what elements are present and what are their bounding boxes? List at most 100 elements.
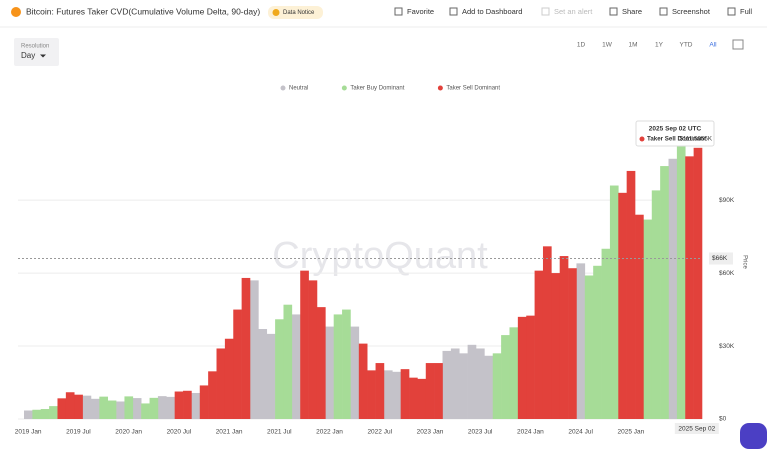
bar xyxy=(568,268,577,419)
bar xyxy=(584,275,594,419)
bar xyxy=(693,147,703,420)
bar xyxy=(526,315,535,419)
badge[interactable]: Data Notice xyxy=(283,10,315,16)
bar xyxy=(425,363,435,419)
bitcoin-icon xyxy=(11,7,21,17)
bar xyxy=(450,348,460,419)
bar xyxy=(300,270,309,419)
bar xyxy=(241,277,251,419)
bar xyxy=(74,394,83,419)
bar xyxy=(643,219,653,419)
bar xyxy=(492,353,502,419)
bar xyxy=(141,403,150,419)
bar xyxy=(258,329,268,419)
bar xyxy=(501,335,510,419)
x-tick-label: 2024 Jul xyxy=(568,429,593,436)
resolution-box[interactable] xyxy=(14,38,59,66)
page-title: Bitcoin: Futures Taker CVD(Cumulative Vo… xyxy=(26,6,260,16)
calendar-icon[interactable] xyxy=(732,39,744,50)
dropdown-arrow xyxy=(40,54,46,58)
toolbar-icon[interactable] xyxy=(541,7,550,16)
x-tick-label: 2019 Jul xyxy=(66,429,91,436)
tooltip-date: 2025 Sep 02 UTC xyxy=(649,126,702,133)
resolution-value[interactable]: Day xyxy=(21,51,35,60)
bar xyxy=(434,363,443,419)
bar xyxy=(367,370,376,419)
toolbar-icon[interactable] xyxy=(609,7,618,16)
badge-bg[interactable] xyxy=(268,6,323,19)
y-axis-title: Price xyxy=(741,255,747,269)
legend-dot[interactable] xyxy=(437,85,443,91)
x-tick-label: 2022 Jul xyxy=(367,429,392,436)
chat-button[interactable] xyxy=(740,423,767,449)
bar xyxy=(576,263,586,419)
legend-label[interactable]: Taker Buy Dominant xyxy=(350,86,404,92)
range-button[interactable]: All xyxy=(709,42,717,49)
x-tick-label: 2022 Jan xyxy=(316,429,343,436)
bar xyxy=(24,410,33,419)
toolbar-icon[interactable] xyxy=(659,7,668,16)
range-button[interactable]: 1M xyxy=(628,42,637,49)
range-button[interactable]: 1D xyxy=(577,42,586,49)
toolbar-button[interactable]: Set an alert xyxy=(554,7,593,16)
bar xyxy=(316,307,326,419)
bar xyxy=(183,390,192,419)
range-button[interactable]: YTD xyxy=(680,42,693,49)
bar xyxy=(82,395,92,419)
legend-label[interactable]: Taker Sell Dominant xyxy=(446,86,500,92)
toolbar-button[interactable]: Screenshot xyxy=(672,7,711,16)
bar xyxy=(685,156,694,419)
bar xyxy=(459,353,468,419)
range-button[interactable]: 1Y xyxy=(655,42,664,49)
tooltip-dot xyxy=(639,136,645,142)
y-tick-label: $0 xyxy=(719,416,727,423)
bar xyxy=(124,396,134,419)
toolbar-button[interactable]: Favorite xyxy=(407,7,434,16)
badge-icon xyxy=(272,9,280,16)
toolbar-icon[interactable] xyxy=(449,7,458,16)
crosshair-box xyxy=(709,252,733,265)
bar xyxy=(57,398,67,419)
toolbar-button[interactable]: Add to Dashboard xyxy=(462,7,522,16)
bar xyxy=(325,326,335,419)
toolbar-icon[interactable] xyxy=(394,7,403,16)
bar xyxy=(534,270,544,419)
bar xyxy=(618,192,627,419)
x-tick-label: 2020 Jan xyxy=(115,429,142,436)
bar xyxy=(626,170,636,419)
bar xyxy=(266,333,276,419)
bar xyxy=(609,185,619,419)
x-tick-label: 2025 Sep 02 xyxy=(678,426,715,433)
bar xyxy=(409,377,418,419)
x-tick-label: 2023 Jul xyxy=(468,429,493,436)
bar xyxy=(542,246,552,419)
bar xyxy=(216,348,226,419)
bar xyxy=(509,327,519,419)
bar xyxy=(333,314,343,419)
bar xyxy=(484,355,494,419)
range-button[interactable]: 1W xyxy=(602,42,613,49)
legend-label[interactable]: Neutral xyxy=(289,86,308,92)
bar xyxy=(476,348,485,419)
toolbar-button[interactable]: Share xyxy=(622,7,642,16)
bar xyxy=(660,166,669,419)
x-highlight-box xyxy=(674,423,719,434)
tooltip-series: Taker Sell Dominant xyxy=(647,136,706,143)
bar xyxy=(383,370,393,419)
legend-dot[interactable] xyxy=(341,85,347,91)
bar xyxy=(283,304,293,419)
resolution-label: Resolution xyxy=(21,44,49,50)
legend-dot[interactable] xyxy=(280,85,286,91)
toolbar-button[interactable]: Full xyxy=(740,7,752,16)
bar xyxy=(400,369,410,419)
x-tick-label: 2025 Jan xyxy=(617,429,644,436)
bar xyxy=(174,391,184,419)
bar xyxy=(375,363,385,419)
toolbar-icon[interactable] xyxy=(727,7,736,16)
bar xyxy=(291,314,301,419)
bar xyxy=(90,398,100,419)
bar xyxy=(358,343,368,419)
bar xyxy=(99,396,109,419)
